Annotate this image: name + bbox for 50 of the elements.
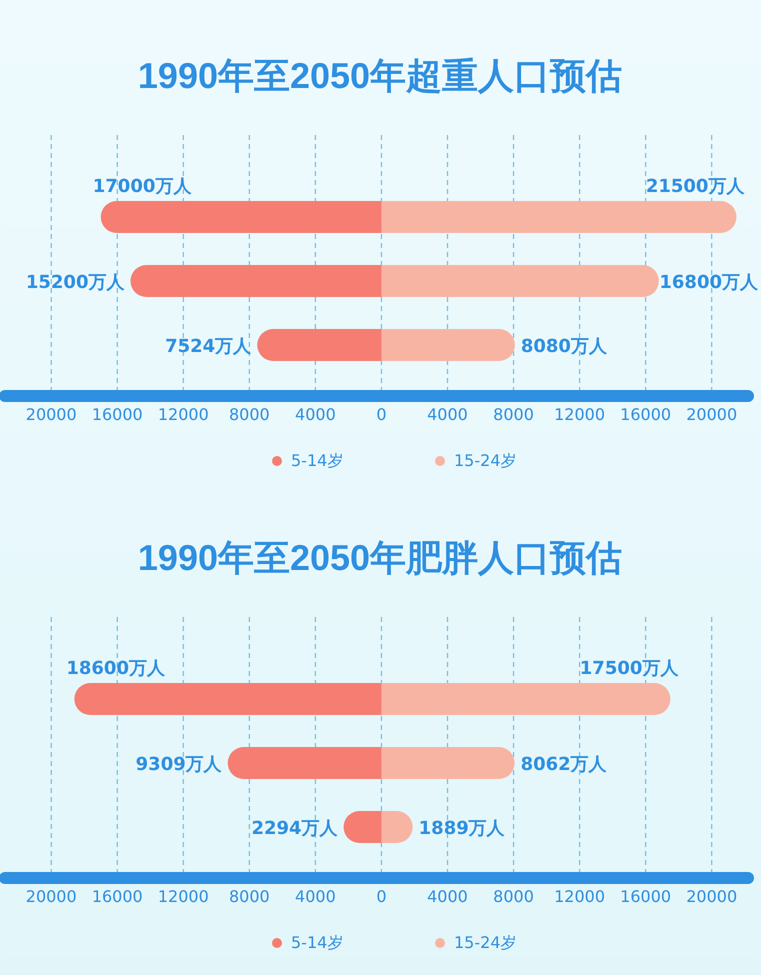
x-tick-label: 16000 <box>620 887 672 906</box>
legend-label: 15-24岁 <box>454 451 516 470</box>
x-tick-label: 12000 <box>554 405 606 424</box>
bar <box>74 683 382 715</box>
bar <box>381 265 659 297</box>
data-label: 21500万人 <box>646 176 746 197</box>
chart-title: 1990年至2050年肥胖人口预估 <box>138 537 622 578</box>
x-tick-label: 20000 <box>26 887 77 906</box>
data-label: 7524万人 <box>165 336 252 357</box>
bar <box>130 265 382 297</box>
bar <box>381 747 515 779</box>
legend-label: 15-24岁 <box>454 933 516 952</box>
x-tick-label: 4000 <box>295 887 336 906</box>
data-label: 1889万人 <box>418 818 506 839</box>
bar <box>228 747 382 779</box>
legend-label: 5-14岁 <box>291 451 344 470</box>
x-tick-label: 8000 <box>229 887 270 906</box>
x-tick-label: 0 <box>376 887 387 906</box>
data-label: 8062万人 <box>520 754 608 775</box>
x-tick-label: 4000 <box>427 887 468 906</box>
bar <box>381 683 670 715</box>
data-label: 17000万人 <box>92 176 192 197</box>
bar <box>257 329 382 361</box>
x-tick-label: 4000 <box>427 405 468 424</box>
data-label: 2294万人 <box>251 818 339 839</box>
x-tick-label: 8000 <box>493 405 534 424</box>
x-tick-label: 16000 <box>620 405 672 424</box>
bar <box>381 329 515 361</box>
legend-label: 5-14岁 <box>291 933 344 952</box>
data-label: 15200万人 <box>26 272 126 293</box>
data-label: 8080万人 <box>520 336 608 357</box>
data-label: 18600万人 <box>66 658 166 679</box>
x-tick-label: 12000 <box>554 887 606 906</box>
x-tick-label: 8000 <box>493 887 534 906</box>
data-label: 16800万人 <box>659 272 759 293</box>
x-tick-label: 4000 <box>295 405 336 424</box>
x-tick-label: 12000 <box>158 887 209 906</box>
bar <box>100 201 382 233</box>
x-tick-label: 20000 <box>686 405 738 424</box>
data-label: 9309万人 <box>136 754 223 775</box>
data-label: 17500万人 <box>580 658 680 679</box>
x-tick-label: 20000 <box>686 887 738 906</box>
x-tick-label: 12000 <box>158 405 209 424</box>
x-tick-label: 16000 <box>92 887 143 906</box>
x-tick-label: 20000 <box>26 405 77 424</box>
bar <box>381 201 736 233</box>
x-tick-label: 0 <box>376 405 387 424</box>
x-tick-label: 16000 <box>92 405 143 424</box>
x-tick-label: 8000 <box>229 405 270 424</box>
chart-title: 1990年至2050年超重人口预估 <box>138 55 622 96</box>
